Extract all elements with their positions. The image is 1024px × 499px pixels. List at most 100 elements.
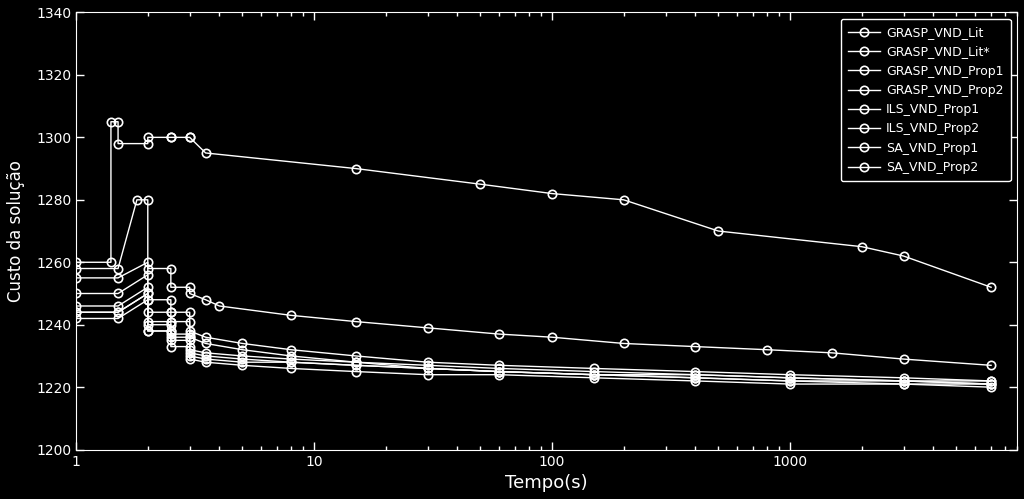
GRASP_VND_Lit* bbox=[689, 344, 701, 350]
Line: ILS_VND_Prop1: ILS_VND_Prop1 bbox=[72, 289, 995, 388]
ILS_VND_Prop1 bbox=[165, 322, 177, 328]
GRASP_VND_Prop2 bbox=[141, 272, 154, 278]
GRASP_VND_Lit bbox=[104, 119, 117, 125]
ILS_VND_Prop2 bbox=[494, 369, 506, 375]
GRASP_VND_Lit* bbox=[422, 325, 434, 331]
SA_VND_Prop1 bbox=[237, 356, 249, 362]
SA_VND_Prop2 bbox=[183, 356, 196, 362]
ILS_VND_Prop2 bbox=[783, 378, 796, 384]
GRASP_VND_Lit* bbox=[825, 350, 838, 356]
GRASP_VND_Prop1 bbox=[588, 365, 600, 371]
ILS_VND_Prop2 bbox=[985, 381, 997, 387]
GRASP_VND_Prop2 bbox=[897, 378, 909, 384]
Legend: GRASP_VND_Lit, GRASP_VND_Lit*, GRASP_VND_Prop1, GRASP_VND_Prop2, ILS_VND_Prop1, : GRASP_VND_Lit, GRASP_VND_Lit*, GRASP_VND… bbox=[841, 18, 1011, 182]
GRASP_VND_Prop2 bbox=[141, 309, 154, 315]
GRASP_VND_Prop2 bbox=[165, 318, 177, 324]
ILS_VND_Prop2 bbox=[165, 328, 177, 334]
SA_VND_Prop2 bbox=[183, 344, 196, 350]
ILS_VND_Prop2 bbox=[141, 297, 154, 303]
GRASP_VND_Prop2 bbox=[183, 318, 196, 324]
GRASP_VND_Lit* bbox=[213, 303, 225, 309]
SA_VND_Prop2 bbox=[112, 309, 124, 315]
ILS_VND_Prop1 bbox=[237, 353, 249, 359]
ILS_VND_Prop2 bbox=[350, 362, 362, 368]
SA_VND_Prop1 bbox=[897, 381, 909, 387]
GRASP_VND_Lit* bbox=[131, 197, 143, 203]
GRASP_VND_Prop2 bbox=[237, 347, 249, 353]
ILS_VND_Prop1 bbox=[165, 334, 177, 340]
ILS_VND_Prop2 bbox=[183, 337, 196, 343]
GRASP_VND_Lit bbox=[183, 134, 196, 140]
SA_VND_Prop2 bbox=[897, 381, 909, 387]
ILS_VND_Prop1 bbox=[783, 375, 796, 381]
GRASP_VND_Lit* bbox=[183, 284, 196, 290]
ILS_VND_Prop2 bbox=[897, 378, 909, 384]
ILS_VND_Prop2 bbox=[183, 353, 196, 359]
GRASP_VND_Prop1 bbox=[165, 297, 177, 303]
GRASP_VND_Prop1 bbox=[237, 340, 249, 346]
GRASP_VND_Lit* bbox=[70, 265, 82, 271]
GRASP_VND_Lit bbox=[474, 181, 486, 187]
SA_VND_Prop1 bbox=[689, 375, 701, 381]
ILS_VND_Prop2 bbox=[237, 359, 249, 365]
GRASP_VND_Lit* bbox=[141, 197, 154, 203]
GRASP_VND_Prop2 bbox=[985, 378, 997, 384]
GRASP_VND_Prop1 bbox=[165, 309, 177, 315]
SA_VND_Prop1 bbox=[494, 369, 506, 375]
SA_VND_Prop1 bbox=[783, 378, 796, 384]
SA_VND_Prop2 bbox=[165, 328, 177, 334]
GRASP_VND_Lit* bbox=[200, 297, 212, 303]
SA_VND_Prop2 bbox=[200, 359, 212, 365]
GRASP_VND_Prop2 bbox=[689, 372, 701, 378]
SA_VND_Prop2 bbox=[494, 372, 506, 378]
GRASP_VND_Prop1 bbox=[183, 328, 196, 334]
GRASP_VND_Lit* bbox=[141, 265, 154, 271]
GRASP_VND_Lit bbox=[713, 228, 725, 234]
SA_VND_Prop2 bbox=[985, 384, 997, 390]
GRASP_VND_Lit bbox=[183, 134, 196, 140]
GRASP_VND_Lit bbox=[350, 166, 362, 172]
GRASP_VND_Lit* bbox=[165, 265, 177, 271]
ILS_VND_Prop2 bbox=[422, 365, 434, 371]
GRASP_VND_Prop1 bbox=[689, 369, 701, 375]
GRASP_VND_Prop1 bbox=[200, 334, 212, 340]
SA_VND_Prop1 bbox=[285, 359, 297, 365]
GRASP_VND_Lit bbox=[200, 150, 212, 156]
GRASP_VND_Prop1 bbox=[141, 259, 154, 265]
GRASP_VND_Prop1 bbox=[783, 372, 796, 378]
GRASP_VND_Prop2 bbox=[494, 369, 506, 375]
GRASP_VND_Prop2 bbox=[200, 340, 212, 346]
SA_VND_Prop2 bbox=[783, 381, 796, 387]
Line: GRASP_VND_Prop2: GRASP_VND_Prop2 bbox=[72, 270, 995, 385]
ILS_VND_Prop1 bbox=[588, 369, 600, 375]
GRASP_VND_Lit bbox=[112, 119, 124, 125]
GRASP_VND_Prop1 bbox=[422, 359, 434, 365]
SA_VND_Prop1 bbox=[70, 303, 82, 309]
ILS_VND_Prop1 bbox=[494, 365, 506, 371]
ILS_VND_Prop1 bbox=[183, 347, 196, 353]
SA_VND_Prop1 bbox=[165, 331, 177, 337]
ILS_VND_Prop2 bbox=[112, 315, 124, 321]
Line: SA_VND_Prop1: SA_VND_Prop1 bbox=[72, 283, 995, 388]
SA_VND_Prop1 bbox=[183, 331, 196, 337]
ILS_VND_Prop1 bbox=[689, 372, 701, 378]
Line: SA_VND_Prop2: SA_VND_Prop2 bbox=[72, 289, 995, 391]
SA_VND_Prop2 bbox=[141, 290, 154, 296]
GRASP_VND_Lit bbox=[897, 253, 909, 259]
SA_VND_Prop2 bbox=[588, 375, 600, 381]
SA_VND_Prop1 bbox=[141, 284, 154, 290]
GRASP_VND_Prop2 bbox=[588, 372, 600, 378]
SA_VND_Prop2 bbox=[689, 378, 701, 384]
GRASP_VND_Lit bbox=[141, 141, 154, 147]
GRASP_VND_Lit* bbox=[112, 265, 124, 271]
Line: GRASP_VND_Lit*: GRASP_VND_Lit* bbox=[72, 196, 995, 369]
ILS_VND_Prop1 bbox=[112, 309, 124, 315]
GRASP_VND_Prop1 bbox=[350, 353, 362, 359]
ILS_VND_Prop2 bbox=[165, 337, 177, 343]
Line: GRASP_VND_Lit: GRASP_VND_Lit bbox=[72, 118, 995, 291]
Line: GRASP_VND_Prop1: GRASP_VND_Prop1 bbox=[72, 258, 995, 385]
GRASP_VND_Prop1 bbox=[285, 347, 297, 353]
ILS_VND_Prop1 bbox=[422, 362, 434, 368]
ILS_VND_Prop2 bbox=[141, 328, 154, 334]
GRASP_VND_Prop2 bbox=[285, 353, 297, 359]
